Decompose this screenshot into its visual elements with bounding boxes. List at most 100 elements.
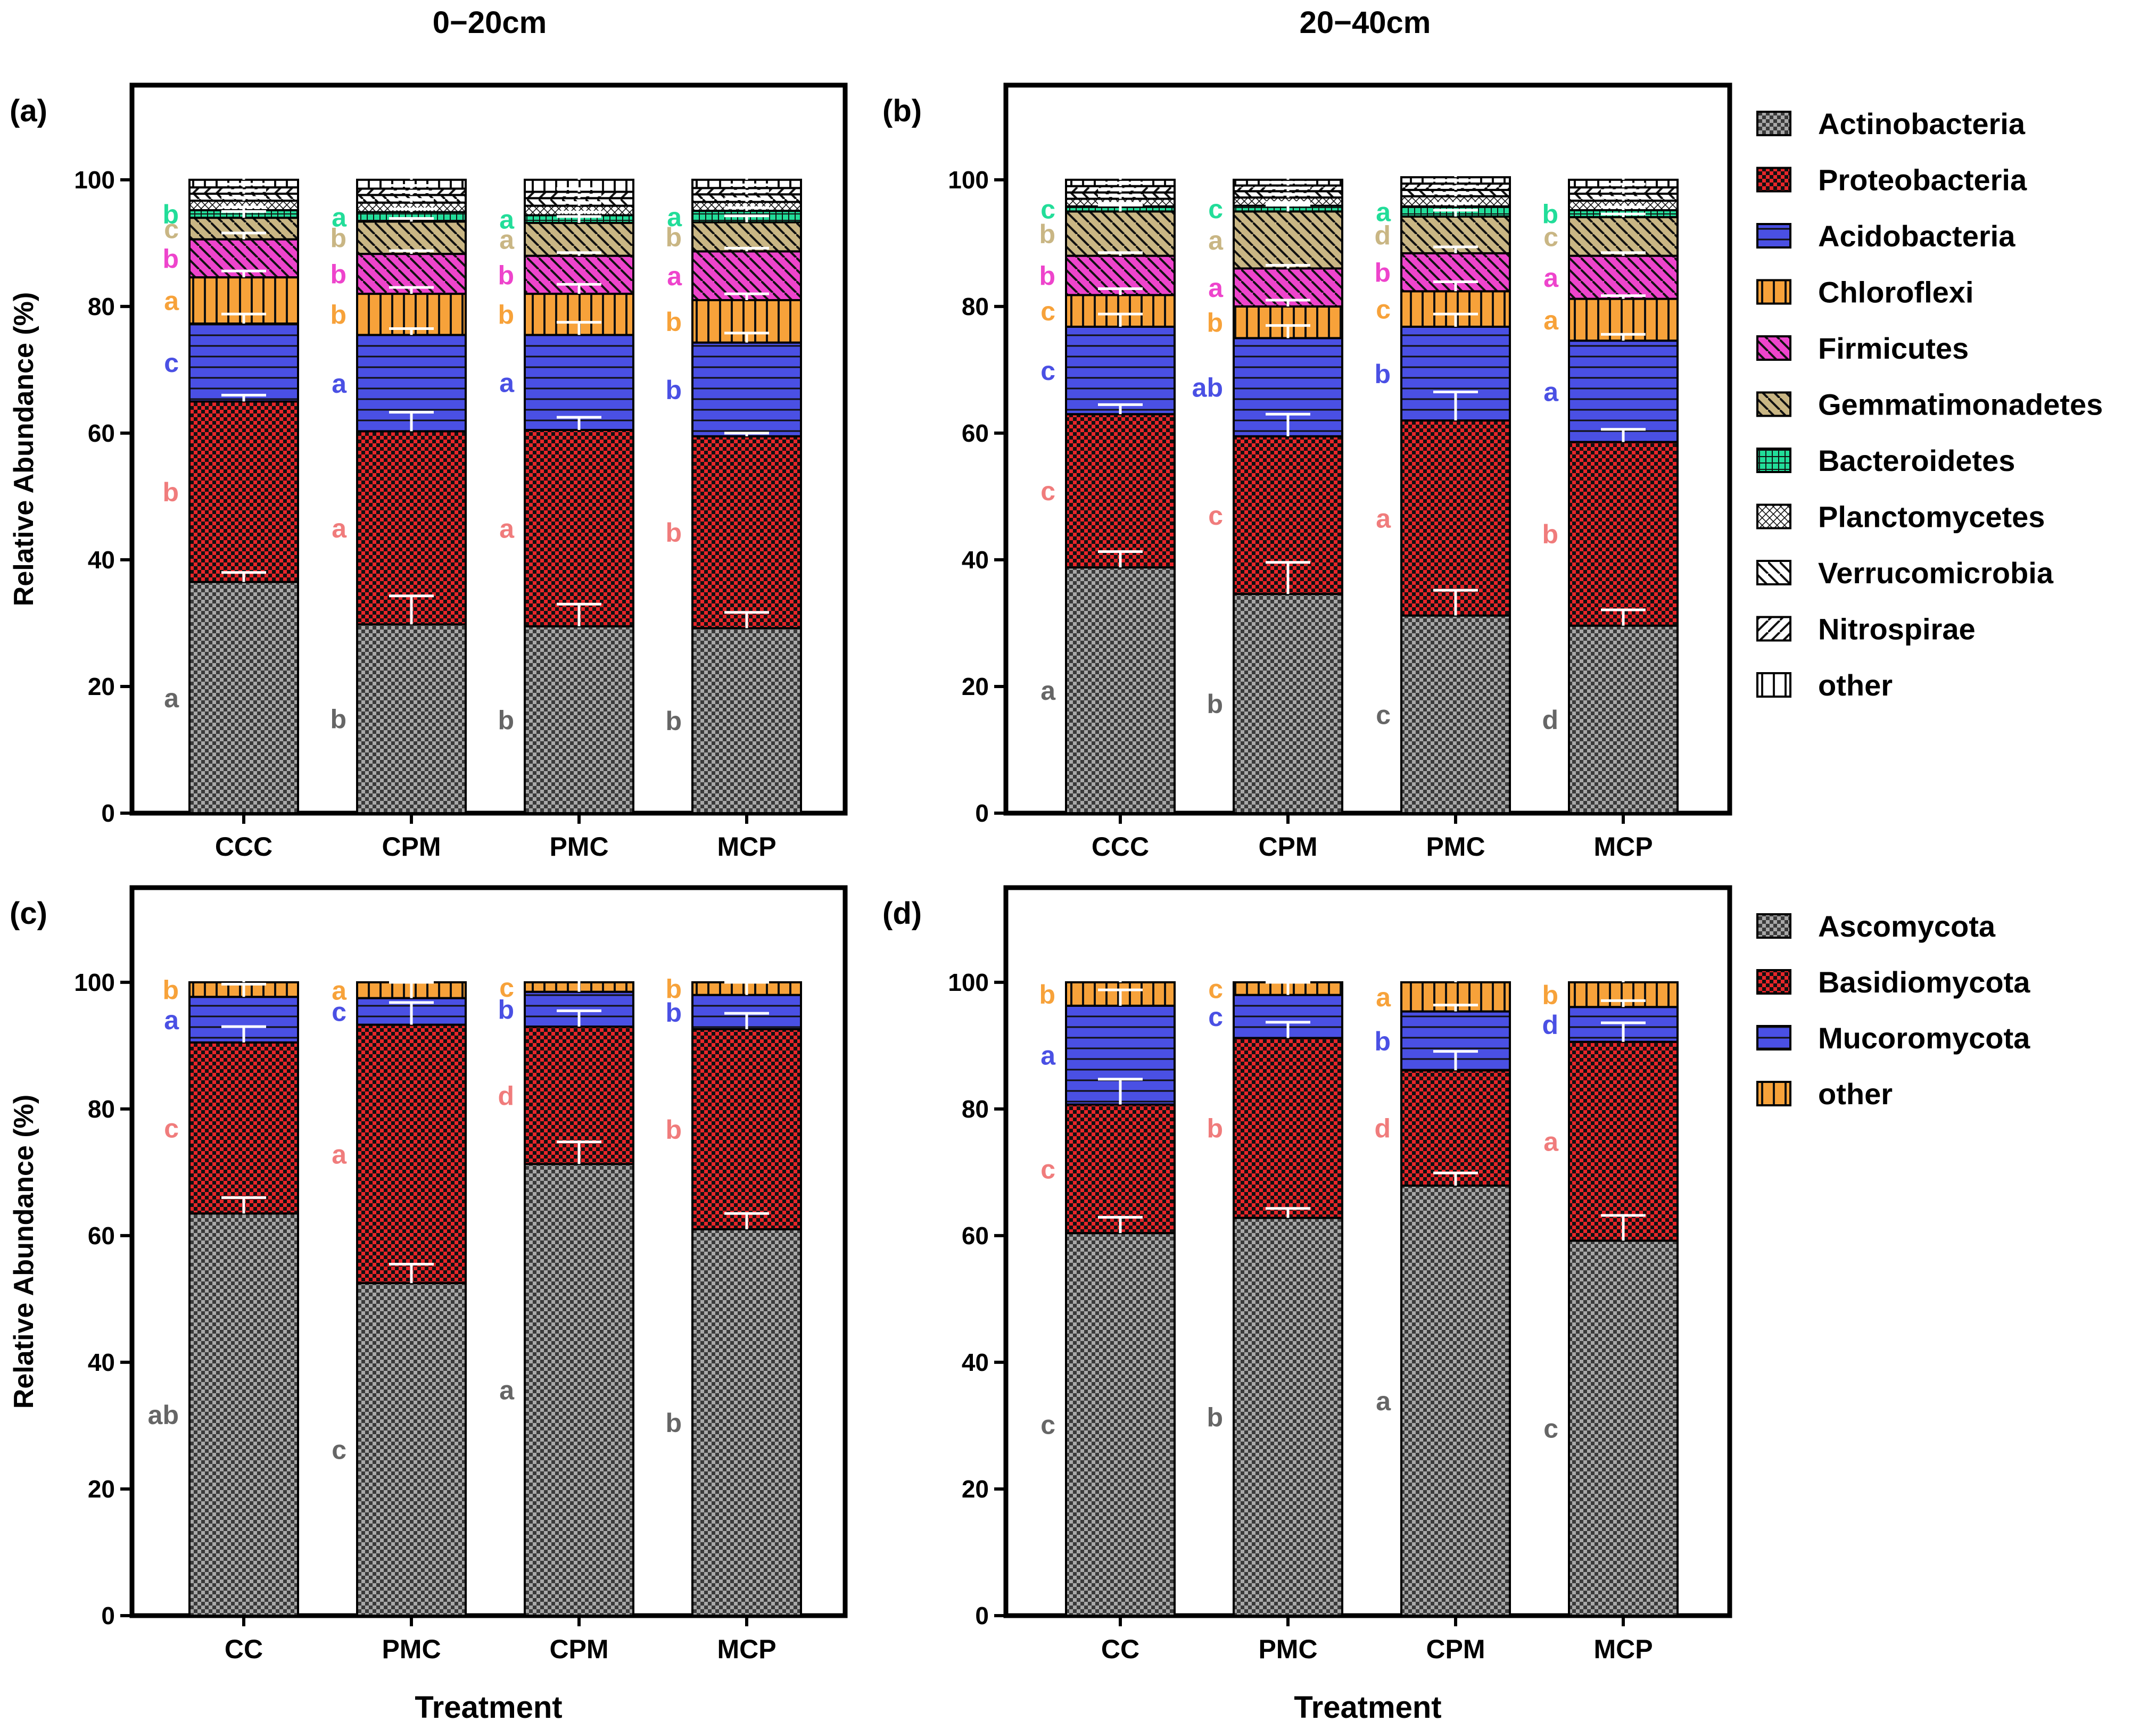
x-tick-label: CPM <box>382 832 441 862</box>
legend-label-planctomycetes: Planctomycetes <box>1818 500 2045 534</box>
significance-letter: b <box>498 260 514 290</box>
legend-fungi: Ascomycota Basidiomycota Mucoromycota other <box>1756 909 2030 1111</box>
panel-label: (a) <box>10 94 47 128</box>
significance-letter: b <box>665 1408 682 1438</box>
significance-letter: a <box>1208 273 1224 303</box>
significance-letter: a <box>1376 982 1391 1012</box>
significance-letter: b <box>1207 689 1223 719</box>
column-title-0-20cm: 0−20cm <box>433 5 547 40</box>
legend-label-bacteroidetes: Bacteroidetes <box>1818 444 2015 477</box>
legend-swatch-nitrospirae <box>1756 616 1791 642</box>
legend-label-other: other <box>1818 1077 1893 1111</box>
y-tick-label: 20 <box>962 1475 989 1503</box>
y-axis-label: Relative Abundance (%) <box>9 1095 39 1409</box>
significance-letter: b <box>1039 980 1055 1010</box>
legend-label-chloroflexi: Chloroflexi <box>1818 276 1973 309</box>
plot-frame <box>1003 885 1732 1618</box>
legend-swatch-planctomycetes <box>1756 503 1791 530</box>
bar-segment-proteobacteria <box>1065 413 1176 569</box>
bar-segment-ascomycota <box>524 1163 634 1617</box>
significance-letter: a <box>1543 1127 1559 1157</box>
bar-segment-gemmatimonadetes <box>356 220 467 255</box>
x-tick-label: MCP <box>1593 1634 1653 1664</box>
x-axis-label: Treatment <box>1294 1690 1441 1725</box>
significance-letter: b <box>330 224 346 253</box>
legend-bacteria: Actinobacteria Proteobacteria Acidobacteri… <box>1756 107 2103 702</box>
x-tick-label: CPM <box>549 1634 608 1664</box>
legend-swatch-other <box>1756 1081 1791 1106</box>
legend-swatch-mucoromycota <box>1756 1025 1791 1050</box>
significance-letter: a <box>1543 305 1559 335</box>
significance-letter: a <box>1376 1386 1391 1416</box>
significance-letter: a <box>164 683 179 713</box>
panel-label: (c) <box>10 896 47 931</box>
bar-segment-proteobacteria <box>1568 441 1679 627</box>
bar-segment-gemmatimonadetes <box>1568 216 1679 257</box>
significance-letter: b <box>1039 219 1055 249</box>
significance-letter: a <box>164 1005 179 1035</box>
y-tick-label: 20 <box>88 1475 115 1503</box>
bar-segment-basidiomycota <box>188 1041 299 1215</box>
bar-segment-proteobacteria <box>188 400 299 583</box>
significance-letter: b <box>665 974 682 1004</box>
x-tick-label: CC <box>225 1634 263 1664</box>
x-tick-label: PMC <box>1426 832 1485 862</box>
bar-segment-gemmatimonadetes <box>1065 210 1176 257</box>
y-tick-label: 0 <box>975 799 989 827</box>
significance-letter: c <box>499 973 514 1003</box>
significance-letter: c <box>1040 296 1055 326</box>
significance-letter: a <box>164 286 179 316</box>
significance-letter: d <box>1374 220 1391 250</box>
significance-letter: a <box>499 205 515 235</box>
significance-letter: c <box>164 1114 179 1144</box>
significance-letter: a <box>332 1139 347 1169</box>
y-tick-label: 80 <box>962 293 989 320</box>
significance-letter: b <box>1374 359 1391 389</box>
bar-segment-ascomycota <box>356 1282 467 1617</box>
bar-segment-actinobacteria <box>1568 624 1679 814</box>
significance-letter: c <box>1208 974 1223 1004</box>
significance-letter: b <box>665 518 682 548</box>
bar-segment-actinobacteria <box>1065 566 1176 814</box>
significance-letter: a <box>332 369 347 399</box>
legend-label-nitrospirae: Nitrospirae <box>1818 613 1976 646</box>
column-titles: 0−20cm 20−40cm <box>433 5 1431 40</box>
bar-segment-gemmatimonadetes <box>1233 210 1343 270</box>
significance-letter: c <box>1376 295 1391 325</box>
significance-letter: b <box>162 975 179 1005</box>
significance-letter: a <box>332 976 347 1006</box>
x-tick-label: MCP <box>717 1634 776 1664</box>
bar-segment-firmicutes <box>1568 254 1679 300</box>
significance-letter: c <box>1208 194 1223 224</box>
legend-swatch-firmicutes <box>1756 335 1791 361</box>
significance-letter: ab <box>148 1400 179 1430</box>
y-tick-label: 60 <box>962 419 989 447</box>
significance-letter: c <box>1040 1410 1055 1440</box>
significance-letter: b <box>498 995 514 1024</box>
legend-swatch-actinobacteria <box>1756 111 1791 136</box>
significance-letter: a <box>667 202 682 232</box>
significance-letter: c <box>1040 356 1055 386</box>
significance-letter: a <box>1376 197 1391 227</box>
significance-letter: b <box>1207 1114 1223 1144</box>
bar-segment-actinobacteria <box>1400 614 1511 814</box>
significance-letter: b <box>330 705 346 734</box>
y-tick-label: 40 <box>962 1349 989 1376</box>
legend-label-ascomycota: Ascomycota <box>1818 909 1996 943</box>
significance-letter: b <box>162 477 179 507</box>
bar-segment-basidiomycota <box>1568 1040 1679 1242</box>
bar-segment-actinobacteria <box>188 581 299 814</box>
bar-segment-ascomycota <box>1233 1217 1343 1617</box>
legends: Actinobacteria Proteobacteria Acidobacteri… <box>1756 107 2103 1111</box>
bar-segment-actinobacteria <box>524 625 634 815</box>
y-tick-label: 20 <box>962 673 989 700</box>
legend-swatch-ascomycota <box>1756 913 1791 939</box>
bar-segment-ascomycota <box>1065 1232 1176 1617</box>
x-tick-label: CPM <box>1258 832 1317 862</box>
significance-letter: b <box>330 260 346 289</box>
significance-letter: b <box>1207 308 1223 338</box>
x-tick-label: MCP <box>1593 832 1653 862</box>
legend-swatch-bacteroidetes <box>1756 448 1791 473</box>
